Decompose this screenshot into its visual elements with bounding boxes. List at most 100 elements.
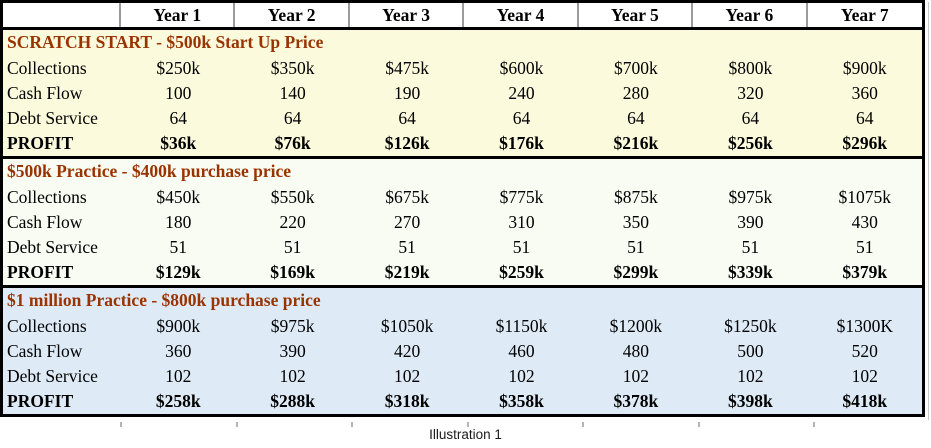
cell-value: $398k xyxy=(727,391,773,411)
cell-value: 64 xyxy=(741,108,760,128)
cell-value: 51 xyxy=(741,237,760,257)
spreadsheet-gridline-artifact xyxy=(928,2,929,420)
cell-value: $358k xyxy=(499,391,544,411)
row-label: Debt Service xyxy=(7,108,98,128)
cell-value: 51 xyxy=(398,237,416,257)
cell-value: $975k xyxy=(270,316,315,336)
cell-value: $318k xyxy=(384,391,430,411)
cell-value: 420 xyxy=(393,341,421,361)
financial-comparison-table: Year 1 Year 2 Year 3 Year 4 Year 5 Year … xyxy=(0,0,925,417)
table-row: Collections $900k $975k $1050k $1150k $1… xyxy=(3,314,922,339)
cell-value: $900k xyxy=(156,316,201,336)
cell-value: 430 xyxy=(851,212,878,232)
cell-value: 350 xyxy=(622,212,650,232)
row-label: Cash Flow xyxy=(7,341,83,361)
cell-value: 320 xyxy=(737,83,764,103)
gridline-tick xyxy=(813,422,815,427)
cell-value: 102 xyxy=(737,366,764,386)
cell-value: $256k xyxy=(727,133,773,153)
cell-value: 64 xyxy=(169,108,187,128)
cell-value: 140 xyxy=(279,83,306,103)
cell-value: 102 xyxy=(851,366,878,386)
column-header-year-3: Year 3 xyxy=(350,3,465,27)
table-row: Collections $450k $550k $675k $775k $875… xyxy=(3,185,922,210)
column-header-year-2: Year 2 xyxy=(235,3,350,27)
row-label: Collections xyxy=(7,187,87,207)
cell-value: 360 xyxy=(165,341,192,361)
cell-value: $288k xyxy=(270,391,315,411)
cell-value: $1300K xyxy=(836,316,893,336)
cell-value: $550k xyxy=(270,187,315,207)
cell-value: 102 xyxy=(165,366,192,386)
cell-value: $339k xyxy=(727,262,773,282)
row-label: Cash Flow xyxy=(7,212,83,232)
cell-value: $296k xyxy=(842,133,888,153)
cell-value: 51 xyxy=(627,237,645,257)
cell-value: 520 xyxy=(851,341,878,361)
cell-value: $900k xyxy=(842,58,887,78)
row-label: Collections xyxy=(7,316,87,336)
cell-value: 360 xyxy=(851,83,878,103)
row-label: PROFIT xyxy=(7,391,74,411)
cell-value: $775k xyxy=(499,187,544,207)
cell-value: 180 xyxy=(165,212,192,232)
row-label: Debt Service xyxy=(7,237,98,257)
section-title: SCRATCH START - $500k Start Up Price xyxy=(7,32,324,52)
cell-value: 102 xyxy=(393,366,421,386)
table-row-profit: PROFIT $129k $169k $219k $259k $299k $33… xyxy=(3,260,922,285)
cell-value: $1200k xyxy=(609,316,663,336)
cell-value: $176k xyxy=(499,133,544,153)
table-row-profit: PROFIT $258k $288k $318k $358k $378k $39… xyxy=(3,389,922,414)
cell-value: 64 xyxy=(283,108,302,128)
cell-value: 480 xyxy=(622,341,650,361)
cell-value: 51 xyxy=(856,237,874,257)
cell-value: 64 xyxy=(512,108,531,128)
table-row: Cash Flow 100 140 190 240 280 320 360 xyxy=(3,81,922,106)
table-row-profit: PROFIT $36k $76k $126k $176k $216k $256k… xyxy=(3,131,922,156)
cell-value: $169k xyxy=(270,262,315,282)
cell-value: 270 xyxy=(393,212,421,232)
cell-value: $259k xyxy=(499,262,544,282)
column-header-year-4: Year 4 xyxy=(464,3,579,27)
row-label: Debt Service xyxy=(7,366,98,386)
cell-value: 220 xyxy=(279,212,306,232)
cell-value: 240 xyxy=(508,83,535,103)
cell-value: 102 xyxy=(279,366,306,386)
cell-value: $975k xyxy=(728,187,773,207)
cell-value: 390 xyxy=(737,212,764,232)
cell-value: $450k xyxy=(156,187,201,207)
cell-value: $1250k xyxy=(724,316,777,336)
table-row: Cash Flow 360 390 420 460 480 500 520 xyxy=(3,339,922,364)
cell-value: $675k xyxy=(385,187,429,207)
section-scratch-start: SCRATCH START - $500k Start Up Price Col… xyxy=(3,30,922,156)
gridline-tick xyxy=(120,422,122,427)
cell-value: $219k xyxy=(384,262,430,282)
section-title: $500k Practice - $400k purchase price xyxy=(7,161,292,181)
cell-value: 390 xyxy=(279,341,306,361)
row-label: Cash Flow xyxy=(7,83,83,103)
table-row: Debt Service 51 51 51 51 51 51 51 xyxy=(3,235,922,260)
section-title: $1 million Practice - $800k purchase pri… xyxy=(7,290,321,310)
gridline-tick xyxy=(351,422,353,427)
cell-value: $418k xyxy=(842,391,888,411)
column-header-year-1: Year 1 xyxy=(121,3,236,27)
cell-value: 102 xyxy=(508,366,535,386)
cell-value: 100 xyxy=(165,83,192,103)
cell-value: $800k xyxy=(728,58,773,78)
cell-value: 64 xyxy=(398,108,416,128)
cell-value: 64 xyxy=(627,108,645,128)
row-label: Collections xyxy=(7,58,87,78)
row-label: PROFIT xyxy=(7,262,74,282)
column-header-year-7: Year 7 xyxy=(840,4,889,25)
gridline-tick xyxy=(582,422,584,427)
cell-value: $379k xyxy=(842,262,888,282)
cell-value: 500 xyxy=(737,341,764,361)
corner-cell xyxy=(3,3,121,27)
cell-value: 280 xyxy=(622,83,650,103)
cell-value: 310 xyxy=(508,212,535,232)
section-1-million-practice: $1 million Practice - $800k purchase pri… xyxy=(3,285,922,414)
cell-value: 190 xyxy=(393,83,421,103)
cell-value: $1150k xyxy=(495,316,548,336)
cell-value: $700k xyxy=(614,58,658,78)
cell-value: $600k xyxy=(499,58,544,78)
